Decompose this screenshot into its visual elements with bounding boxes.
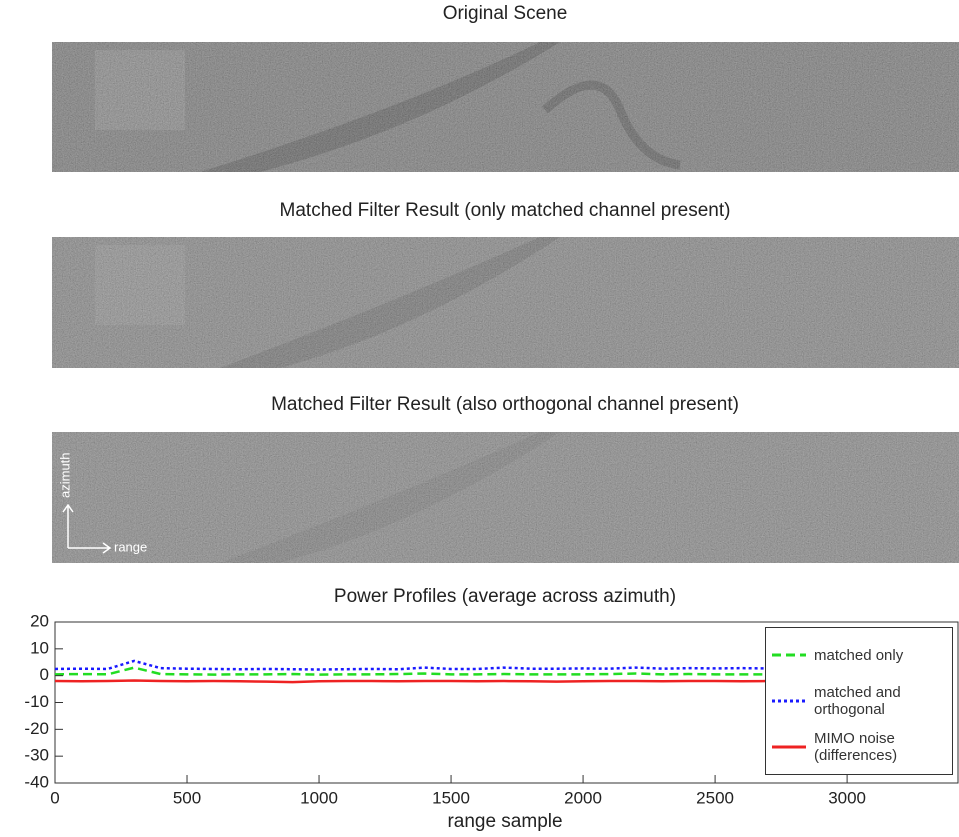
- sar-image: [52, 42, 959, 172]
- legend-entry: MIMO noise (differences): [772, 724, 946, 770]
- panel-title: Matched Filter Result (only matched chan…: [280, 200, 731, 221]
- y-tick-label: -40: [24, 772, 49, 791]
- legend-swatch: [772, 742, 806, 752]
- annotation: range: [114, 539, 147, 554]
- panel-title: Matched Filter Result (also orthogonal c…: [271, 394, 739, 415]
- legend-swatch: [772, 650, 806, 660]
- annotation: azimuth: [57, 452, 72, 498]
- x-tick-label: 2000: [564, 788, 602, 807]
- sar-image: [52, 237, 959, 368]
- y-tick-label: -20: [24, 719, 49, 738]
- legend-label: MIMO noise (differences): [814, 730, 924, 764]
- panel-title: Original Scene: [443, 3, 568, 24]
- x-tick-label: 500: [173, 788, 201, 807]
- legend-entry: matched and orthogonal: [772, 678, 946, 724]
- legend-label: matched only: [814, 647, 924, 664]
- x-tick-label: 2500: [696, 788, 734, 807]
- y-tick-label: -10: [24, 692, 49, 711]
- y-tick-label: 20: [30, 611, 49, 630]
- page: Original Scene Matched Filter Result (on…: [0, 0, 959, 837]
- x-tick-label: 3000: [828, 788, 866, 807]
- legend-label: matched and orthogonal: [814, 684, 924, 718]
- legend: matched only matched and orthogonal MIMO n…: [765, 627, 953, 775]
- y-tick-label: -30: [24, 746, 49, 765]
- chart-title: Power Profiles (average across azimuth): [334, 586, 676, 607]
- x-tick-label: 0: [50, 788, 59, 807]
- legend-entry: matched only: [772, 632, 946, 678]
- y-tick-label: 0: [40, 665, 49, 684]
- sar-image: azimuth range: [52, 432, 959, 563]
- legend-swatch: [772, 696, 806, 706]
- x-tick-label: 1500: [432, 788, 470, 807]
- x-axis-label: range sample: [447, 811, 562, 832]
- x-tick-label: 1000: [300, 788, 338, 807]
- y-tick-label: 10: [30, 638, 49, 657]
